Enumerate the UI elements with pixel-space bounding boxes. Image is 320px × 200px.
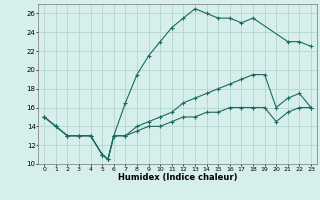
- X-axis label: Humidex (Indice chaleur): Humidex (Indice chaleur): [118, 173, 237, 182]
